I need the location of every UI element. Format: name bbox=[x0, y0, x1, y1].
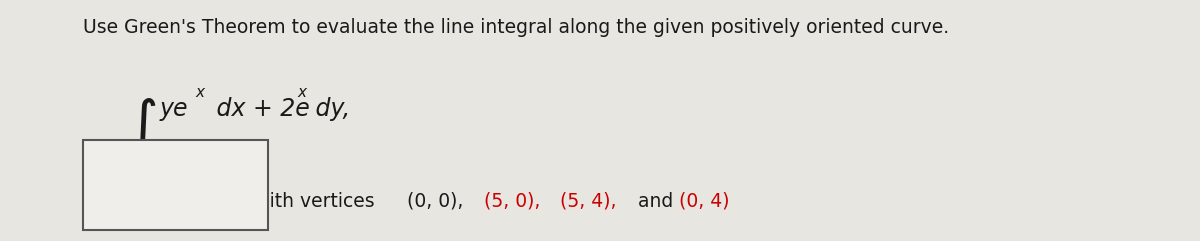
Text: (0, 4): (0, 4) bbox=[679, 192, 730, 211]
Text: dx + 2e: dx + 2e bbox=[209, 97, 310, 121]
Text: x: x bbox=[298, 85, 306, 100]
FancyBboxPatch shape bbox=[83, 140, 269, 230]
Text: C: C bbox=[143, 140, 160, 164]
Text: (5, 0),: (5, 0), bbox=[484, 192, 546, 211]
Text: Use Green's Theorem to evaluate the line integral along the given positively ori: Use Green's Theorem to evaluate the line… bbox=[83, 18, 949, 37]
Text: (0, 0),: (0, 0), bbox=[407, 192, 469, 211]
Text: ye: ye bbox=[160, 97, 188, 121]
Text: (5, 4),: (5, 4), bbox=[560, 192, 623, 211]
Text: $\int$: $\int$ bbox=[127, 97, 156, 157]
Text: and: and bbox=[638, 192, 679, 211]
Text: x: x bbox=[196, 85, 204, 100]
Text: C is the rectangle with vertices: C is the rectangle with vertices bbox=[83, 192, 374, 211]
Text: dy,: dy, bbox=[308, 97, 350, 121]
